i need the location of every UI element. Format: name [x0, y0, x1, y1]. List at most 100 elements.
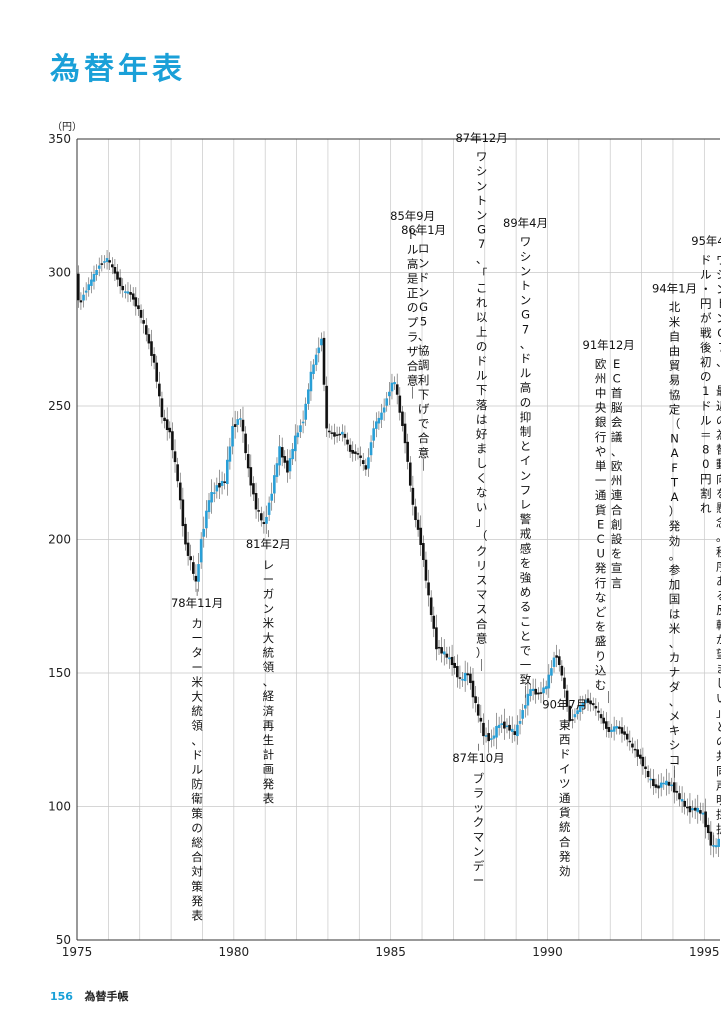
price-bar	[518, 720, 522, 724]
x-tick-label: 1990	[532, 945, 563, 959]
annotation-char: ナ	[669, 665, 681, 679]
price-bar	[351, 450, 355, 454]
annotation-char: 合	[191, 850, 203, 864]
annotation-char: ン	[418, 256, 430, 270]
price-bar	[649, 778, 653, 781]
annotation-char: 1	[702, 384, 709, 398]
price-bar	[714, 845, 718, 848]
annotation-char: ま	[476, 442, 488, 456]
price-bar	[474, 696, 477, 704]
annotation-char: ン	[473, 844, 485, 858]
annotation-char: 抑	[520, 410, 532, 424]
price-bar	[176, 464, 179, 482]
annotation-char: レ	[520, 498, 532, 512]
annotation-char: で	[520, 644, 532, 658]
price-bar	[113, 266, 117, 274]
annotation-char: 割	[700, 486, 712, 500]
annotation-char: ロ	[418, 241, 430, 255]
price-bar	[173, 451, 177, 463]
price-bar	[625, 733, 629, 740]
price-bar	[529, 689, 532, 697]
annotation-char: F	[671, 461, 678, 475]
annotation-char: 「	[476, 266, 488, 280]
price-bar	[361, 460, 365, 465]
annotation-char: の	[520, 395, 532, 409]
annotation-char: 効	[669, 534, 681, 548]
price-bar	[312, 364, 315, 374]
annotation-char: ク	[476, 544, 488, 558]
price-bar	[205, 510, 208, 529]
annotation-char: レ	[263, 558, 275, 572]
annotation-char: 防	[191, 777, 203, 791]
annotation-char: シ	[476, 164, 488, 178]
price-bar	[633, 748, 637, 751]
price-bar	[367, 457, 370, 469]
price-bar	[683, 800, 687, 807]
annotation-char: ワ	[520, 235, 532, 249]
price-bar	[573, 714, 577, 718]
annotation-char: 転	[716, 618, 721, 632]
price-bar	[212, 492, 216, 494]
annotation-char: 高	[520, 381, 532, 395]
price-bar	[359, 455, 362, 458]
annotation-char: 大	[263, 631, 275, 645]
price-bar	[701, 812, 705, 815]
price-bar	[576, 710, 579, 714]
price-bar	[442, 651, 446, 655]
price-bar	[652, 778, 655, 787]
price-bar	[374, 421, 378, 429]
price-bar	[672, 782, 676, 793]
price-bar	[461, 678, 464, 681]
annotation-char: 統	[263, 645, 275, 659]
price-bar	[497, 724, 501, 728]
price-bar	[293, 435, 297, 452]
price-bar	[327, 430, 331, 433]
annotation-char: 脳	[611, 401, 623, 415]
y-tick-label: 50	[56, 933, 71, 947]
annotation-char: 為	[716, 428, 721, 442]
price-bar	[356, 453, 360, 455]
price-bar	[225, 459, 229, 484]
annotation-char: 再	[263, 718, 275, 732]
annotation-char: ル	[191, 762, 203, 776]
annotation-char: 利	[418, 373, 430, 387]
annotation-char: 首	[611, 386, 623, 400]
annotation-date: 81年2月	[246, 537, 291, 551]
price-bar	[440, 647, 443, 654]
annotation-char: 計	[263, 748, 275, 762]
annotation-char: ド	[700, 253, 712, 267]
price-bar	[521, 710, 524, 719]
price-bar	[385, 398, 389, 406]
annotation-char: ワ	[716, 253, 721, 267]
price-bar	[492, 735, 496, 739]
annotation-char: 下	[476, 383, 488, 397]
annotation-char: を	[716, 486, 721, 500]
price-bar	[646, 770, 650, 778]
grid-lines	[76, 138, 720, 941]
price-bar	[309, 371, 313, 392]
annotation-char: ン	[520, 468, 532, 482]
price-bar	[239, 418, 242, 420]
price-bar	[388, 391, 391, 397]
price-bar	[599, 714, 603, 719]
price-bar	[215, 485, 219, 492]
annotation-char: は	[476, 412, 488, 426]
annotation-char: 、	[520, 337, 532, 351]
price-bar	[523, 705, 527, 709]
annotation-char: 東	[559, 718, 571, 732]
annotation-char: 対	[191, 865, 203, 879]
annotation-char: る	[716, 589, 721, 603]
annotation-char: 8	[702, 443, 709, 457]
price-bar	[513, 731, 517, 735]
annotation-char: 通	[595, 488, 607, 502]
price-bar	[450, 656, 454, 666]
price-bar	[244, 433, 247, 454]
annotation-char: が	[716, 632, 721, 646]
annotation-char: コ	[669, 753, 681, 767]
annotation-char: ダ	[669, 680, 681, 694]
annotation-char: 国	[669, 592, 681, 606]
annotation-char: （	[669, 417, 681, 431]
annotation-char: れ	[700, 501, 712, 515]
